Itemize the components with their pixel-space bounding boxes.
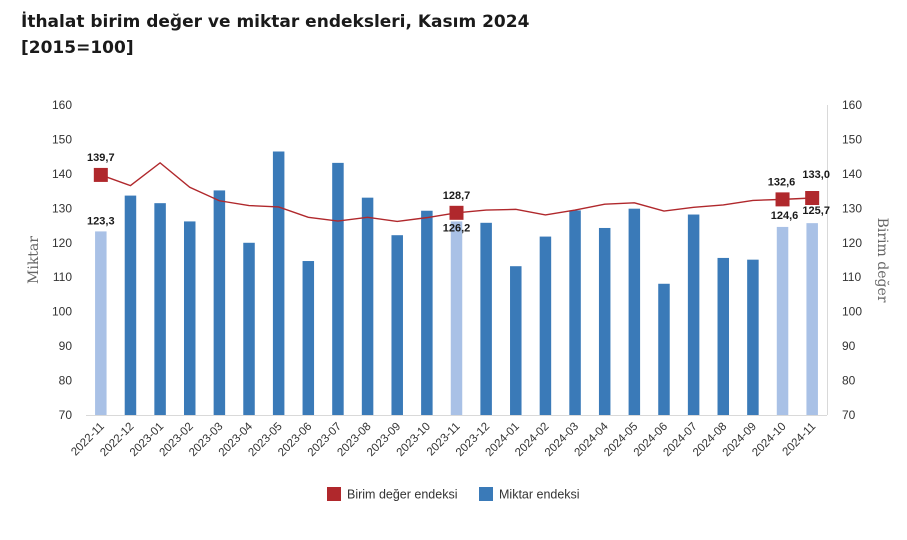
bar-2023-10 (421, 210, 433, 415)
left-tick-label: 130 (52, 201, 72, 215)
bar-2024-10 (776, 226, 789, 415)
right-axis: 160 150 140 130 120 110 100 90 80 70 (842, 98, 862, 422)
line-data-label: 128,7 (443, 190, 471, 202)
bar-2024-04 (598, 227, 611, 415)
bar-2023-01 (154, 203, 166, 415)
right-tick-label: 130 (842, 201, 862, 215)
right-tick-label: 80 (842, 374, 856, 388)
bar-2024-05 (628, 208, 641, 415)
left-tick-label: 80 (59, 374, 73, 388)
bar-2023-08 (361, 197, 374, 415)
bar-2023-06 (302, 261, 315, 415)
bar-2023-11 (450, 221, 463, 415)
line-marker-2024-10 (775, 192, 790, 207)
line-marker-2022-11 (93, 167, 108, 182)
bar-data-label: 123,3 (87, 215, 115, 227)
bar-2023-07 (332, 162, 344, 415)
bar-2023-03 (213, 190, 226, 415)
bar-2023-05 (272, 151, 285, 415)
chart-title-line2: [2015=100] (21, 38, 134, 58)
left-tick-label: 90 (59, 339, 73, 353)
data-labels: 123,3 126,2 124,6 125,7 139,7 128,7 132,6 133,0 (87, 152, 830, 235)
bar-data-label: 126,2 (443, 222, 471, 234)
bar-data-label: 125,7 (802, 205, 830, 217)
left-axis: 160 150 140 130 120 110 100 90 80 70 (52, 98, 72, 422)
left-tick-label: 120 (52, 236, 72, 250)
chart-title: İthalat birim değer ve miktar endeksleri… (21, 9, 529, 61)
bar-2023-02 (183, 221, 196, 415)
bar-2022-11 (95, 231, 107, 415)
bar-2024-01 (510, 266, 522, 415)
left-tick-label: 160 (52, 98, 72, 112)
right-tick-label: 120 (842, 236, 862, 250)
right-tick-label: 70 (842, 408, 856, 422)
legend-swatch-quantity (479, 487, 493, 501)
left-tick-label: 70 (59, 408, 73, 422)
chart-title-line1: İthalat birim değer ve miktar endeksleri… (21, 12, 530, 32)
right-tick-label: 150 (842, 132, 862, 146)
bar-2024-02 (539, 236, 552, 415)
line-data-label: 133,0 (802, 169, 830, 181)
bar-2023-12 (480, 222, 492, 415)
bar-2024-03 (569, 210, 581, 415)
bar-data-label: 124,6 (771, 210, 799, 222)
x-axis: 2022-112022-122023-012023-022023-032023-… (69, 105, 828, 459)
right-axis-title: Birim değer (874, 218, 890, 303)
bar-2024-06 (658, 283, 670, 415)
legend-label-unit-value: Birim değer endeksi (347, 488, 457, 502)
left-tick-label: 140 (52, 167, 72, 181)
line-data-label: 132,6 (768, 176, 796, 188)
left-tick-label: 150 (52, 132, 72, 146)
x-tick-label: 2024-11 (781, 421, 819, 459)
bar-2023-09 (391, 235, 403, 415)
bar-2024-11 (806, 223, 818, 415)
right-tick-label: 110 (842, 270, 861, 284)
bar-2022-12 (124, 195, 137, 415)
left-tick-label: 110 (53, 270, 72, 284)
right-tick-label: 90 (842, 339, 856, 353)
left-axis-title: Miktar (26, 236, 42, 284)
legend-swatch-unit-value (327, 487, 341, 501)
bar-series (95, 151, 818, 415)
bar-2024-08 (717, 257, 730, 415)
right-tick-label: 140 (842, 167, 862, 181)
bar-2024-09 (747, 259, 759, 415)
bar-2023-04 (243, 242, 255, 415)
right-tick-label: 100 (842, 305, 862, 319)
line-data-label: 139,7 (87, 152, 115, 164)
legend: Birim değer endeksi Miktar endeksi (327, 487, 580, 502)
left-tick-label: 100 (52, 305, 72, 319)
line-series (93, 161, 820, 223)
right-tick-label: 160 (842, 98, 862, 112)
bar-2024-07 (687, 214, 700, 415)
line-marker-2023-11 (449, 205, 464, 220)
legend-label-quantity: Miktar endeksi (499, 488, 580, 502)
line-marker-2024-11 (805, 191, 820, 205)
